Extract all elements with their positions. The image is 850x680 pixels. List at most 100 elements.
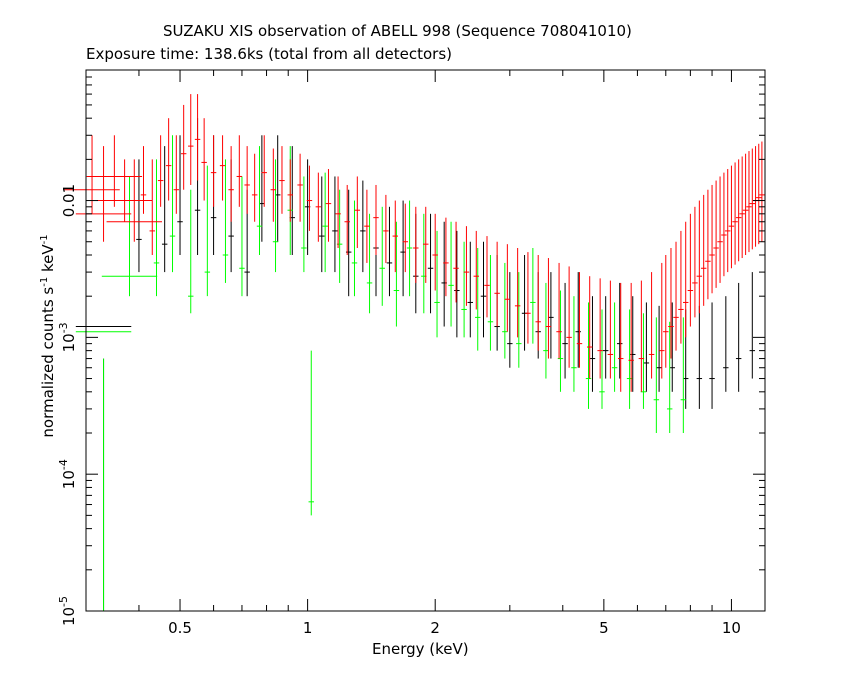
data-point xyxy=(222,159,229,283)
data-point xyxy=(373,184,379,255)
data-point xyxy=(423,206,429,283)
data-point xyxy=(663,254,669,368)
data-point xyxy=(480,241,487,338)
data-point xyxy=(251,153,258,222)
data-point xyxy=(360,180,366,273)
data-point xyxy=(344,184,350,255)
data-point xyxy=(735,282,742,392)
data-point xyxy=(566,266,572,368)
data-point xyxy=(656,305,662,392)
data-point xyxy=(617,282,623,379)
data-point xyxy=(364,189,370,263)
data-point xyxy=(106,159,163,242)
y-tick-label: 0.01 xyxy=(60,184,78,217)
y-tick-label: 10-5 xyxy=(57,596,78,626)
x-tick-label: 2 xyxy=(430,619,440,637)
data-point xyxy=(413,206,419,283)
data-point xyxy=(322,172,328,273)
data-point xyxy=(149,159,155,255)
data-point xyxy=(448,221,454,327)
data-point xyxy=(756,143,762,245)
data-point xyxy=(602,296,609,379)
data-point xyxy=(177,135,183,255)
data-point xyxy=(161,146,168,273)
data-point xyxy=(201,118,207,201)
data-point xyxy=(475,248,481,351)
data-point xyxy=(351,200,358,297)
data-point xyxy=(188,189,194,314)
data-point xyxy=(256,146,263,255)
data-point xyxy=(717,176,723,283)
data-point xyxy=(543,282,549,379)
data-point xyxy=(530,248,536,344)
data-point xyxy=(101,176,158,297)
data-point xyxy=(669,302,675,392)
data-point xyxy=(325,169,332,242)
data-point xyxy=(666,321,673,433)
data-point xyxy=(188,94,194,185)
data-point xyxy=(556,262,562,359)
data-point xyxy=(279,146,285,214)
series-1 xyxy=(75,135,687,611)
data-point xyxy=(548,272,554,359)
data-point xyxy=(484,236,490,318)
data-point xyxy=(494,241,500,327)
data-point xyxy=(194,94,201,181)
data-point xyxy=(169,135,176,273)
series-2 xyxy=(64,94,765,392)
data-point xyxy=(575,272,581,368)
series-0 xyxy=(75,118,756,611)
data-point xyxy=(272,159,279,273)
data-point xyxy=(96,159,153,222)
data-point xyxy=(406,200,413,297)
data-point xyxy=(75,146,132,242)
data-point xyxy=(732,162,738,265)
x-tick-label: 1 xyxy=(303,619,313,637)
data-point xyxy=(721,172,727,277)
data-point xyxy=(597,278,603,379)
data-point xyxy=(709,302,715,409)
data-point xyxy=(723,296,729,392)
data-point xyxy=(332,176,338,273)
data-point xyxy=(713,180,719,288)
data-point xyxy=(219,135,226,201)
data-point xyxy=(463,226,470,306)
data-point xyxy=(165,118,172,201)
y-tick-label: 10-3 xyxy=(57,322,78,352)
data-point xyxy=(728,165,735,269)
data-point xyxy=(366,213,373,314)
data-point xyxy=(454,230,460,338)
x-tick-label: 5 xyxy=(599,619,609,637)
chart-title: SUZAKU XIS observation of ABELL 998 (Seq… xyxy=(163,22,632,40)
data-point xyxy=(576,272,583,368)
data-point xyxy=(301,176,307,273)
data-point xyxy=(383,194,389,263)
y-tick-label: 10-4 xyxy=(57,459,78,489)
data-point xyxy=(140,146,147,214)
data-point xyxy=(319,176,325,273)
data-point xyxy=(668,248,674,359)
data-point xyxy=(153,159,160,297)
data-point xyxy=(173,135,180,214)
data-point xyxy=(628,282,634,392)
data-point xyxy=(504,244,511,332)
data-point xyxy=(392,200,398,273)
data-point xyxy=(335,176,341,249)
data-point xyxy=(204,165,211,297)
data-point xyxy=(427,213,434,314)
data-point xyxy=(648,272,655,379)
data-point xyxy=(749,148,756,250)
data-point xyxy=(521,254,528,351)
data-point xyxy=(705,189,711,300)
data-point xyxy=(643,302,650,392)
data-point xyxy=(607,280,614,379)
data-point xyxy=(86,135,143,207)
data-point xyxy=(562,282,568,379)
data-point xyxy=(680,317,687,433)
data-point xyxy=(752,146,759,247)
data-point xyxy=(306,165,313,231)
data-point xyxy=(571,296,577,392)
plot-frame xyxy=(85,69,766,612)
data-point xyxy=(354,176,361,249)
